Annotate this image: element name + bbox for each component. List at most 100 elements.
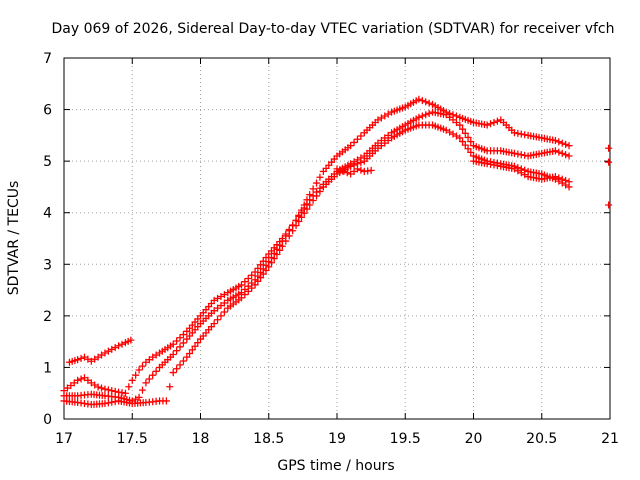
data-point-marker [97,384,106,392]
data-point-marker [217,301,225,310]
data-point-marker [132,371,140,379]
data-point-marker [442,111,450,119]
series-track-F [469,157,573,186]
data-point-marker [467,117,475,126]
data-point-marker [350,161,358,169]
data-point-marker [77,375,85,383]
x-tick-label: 18 [192,431,210,447]
data-marks [60,95,613,409]
data-point-marker [558,149,566,158]
data-point-marker [276,246,284,255]
data-point-marker [565,142,573,150]
data-point-marker [303,205,311,213]
y-tick-label: 0 [43,412,52,428]
data-point-marker [183,327,191,335]
data-point-marker [393,106,401,114]
data-point-marker [374,144,382,152]
data-point-marker [199,309,207,317]
y-tick-label: 3 [43,257,52,273]
data-point-marker [138,362,147,370]
data-point-marker [322,164,330,173]
series-track-E [333,165,375,178]
data-point-marker [138,386,147,394]
data-point-marker [220,308,229,316]
data-point-marker [312,179,321,187]
data-point-marker [169,350,177,359]
data-point-marker [74,376,82,384]
y-tick-label: 4 [43,206,52,222]
data-point-marker [152,367,160,375]
data-point-marker [244,287,252,296]
data-point-marker [68,357,76,366]
data-point-marker [558,139,566,147]
data-point-marker [185,332,194,340]
x-tick-label: 17 [55,431,73,447]
data-point-marker [387,108,396,116]
data-point-marker [194,323,202,331]
data-point-marker [437,124,445,132]
data-point-marker [199,332,207,340]
data-point-marker [256,274,265,282]
data-point-marker [179,330,188,339]
data-point-marker [237,281,246,289]
data-point-marker [145,375,153,383]
data-point-marker [259,257,267,265]
data-point-marker [176,334,184,342]
x-tick-label: 20.5 [526,431,557,447]
data-point-marker [162,397,171,405]
data-point-marker [425,99,433,107]
data-point-marker [169,368,177,377]
data-point-marker [267,259,276,267]
data-point-marker [350,167,358,176]
data-point-marker [237,294,246,302]
data-point-marker [288,227,297,235]
data-point-marker [282,237,290,245]
data-point-marker [306,201,314,209]
data-point-marker [172,337,181,345]
data-point-marker [63,384,72,392]
data-point-marker [183,353,191,361]
data-point-marker [555,148,563,156]
data-point-marker [347,142,355,150]
data-point-marker [396,105,404,113]
data-point-marker [101,385,109,393]
data-point-marker [210,319,218,328]
data-point-marker [188,346,196,354]
x-tick-label: 19 [328,431,346,447]
data-point-marker [210,307,218,315]
grid-lines [64,58,610,419]
data-point-marker [558,175,566,183]
data-point-marker [251,281,259,289]
data-point-marker [135,366,143,374]
data-point-marker [347,170,355,178]
series-track-D [60,121,573,409]
data-point-marker [467,137,475,146]
data-point-marker [142,358,150,366]
data-point-marker [343,169,351,177]
data-point-marker [452,112,461,120]
data-point-marker [467,148,475,157]
data-point-marker [449,116,457,124]
data-point-marker [202,306,210,314]
data-point-marker [486,120,495,128]
data-point-marker [80,374,89,382]
y-axis-label: SDTVAR / TECUs [6,181,22,296]
data-point-marker [472,143,480,151]
data-point-marker [128,376,136,384]
data-point-marker [188,329,196,337]
data-point-marker [241,290,249,299]
data-point-marker [295,217,303,226]
data-point-marker [145,356,153,364]
data-point-marker [483,121,491,129]
data-point-marker [176,343,184,351]
y-tick-label: 6 [43,103,52,119]
data-point-marker [464,145,472,153]
data-point-marker [194,315,202,323]
data-point-marker [428,121,437,129]
data-point-marker [384,136,392,145]
data-point-marker [207,323,216,331]
data-point-marker [191,326,199,334]
data-point-marker [191,342,199,350]
data-point-marker [65,358,74,366]
data-point-marker [461,115,469,124]
